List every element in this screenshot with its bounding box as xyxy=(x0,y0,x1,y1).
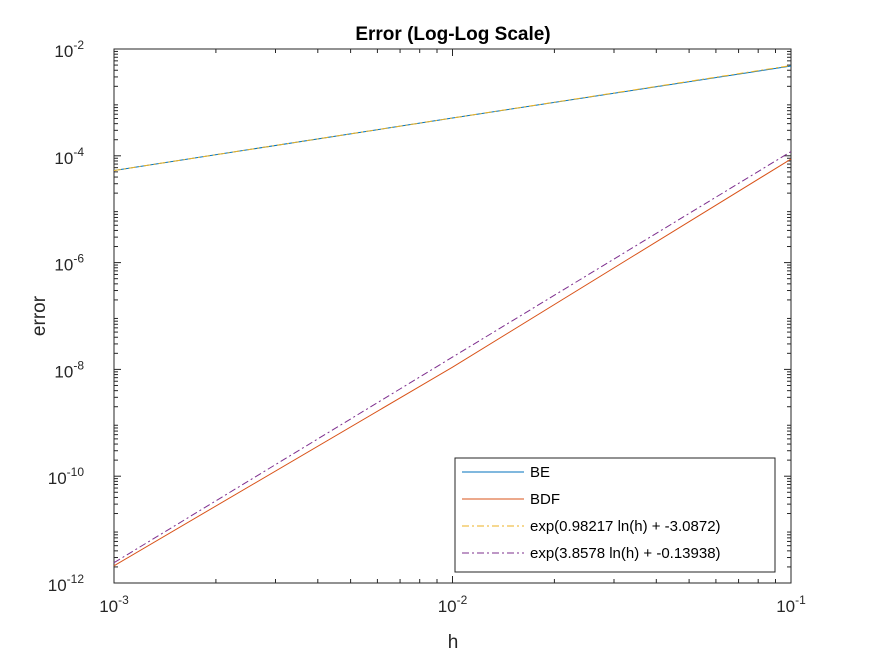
y-tick-label: 10-12 xyxy=(48,572,85,595)
x-tick-label: 10-3 xyxy=(99,593,129,616)
legend-label-1: BDF xyxy=(530,491,560,508)
y-tick-label: 10-6 xyxy=(54,252,84,275)
x-tick-label: 10-2 xyxy=(438,593,468,616)
y-tick-label: 10-4 xyxy=(54,145,84,168)
series-line-1 xyxy=(113,158,792,567)
y-tick-label: 10-10 xyxy=(48,465,85,488)
series-line-2 xyxy=(113,65,792,172)
legend-label-2: exp(0.98217 ln(h) + -3.0872) xyxy=(530,518,721,535)
y-tick-label: 10-8 xyxy=(54,358,84,381)
legend-label-3: exp(3.8578 ln(h) + -0.13938) xyxy=(530,545,721,562)
legend-label-0: BE xyxy=(530,464,550,481)
y-tick-label: 10-2 xyxy=(54,38,84,61)
x-axis-label: h xyxy=(448,632,459,653)
chart-title: Error (Log-Log Scale) xyxy=(355,24,550,45)
legend: BE BDF exp(0.98217 ln(h) + -3.0872) exp(3.8… xyxy=(454,457,776,573)
series-layer xyxy=(113,65,792,567)
x-tick-label: 10-1 xyxy=(776,593,806,616)
series-line-3 xyxy=(113,151,792,564)
y-axis-label: error xyxy=(29,295,50,336)
axis-ticks: 10-3 10-2 10-1 10-12 10-10 10-8 10-6 10-4 10-2 xyxy=(48,38,806,616)
